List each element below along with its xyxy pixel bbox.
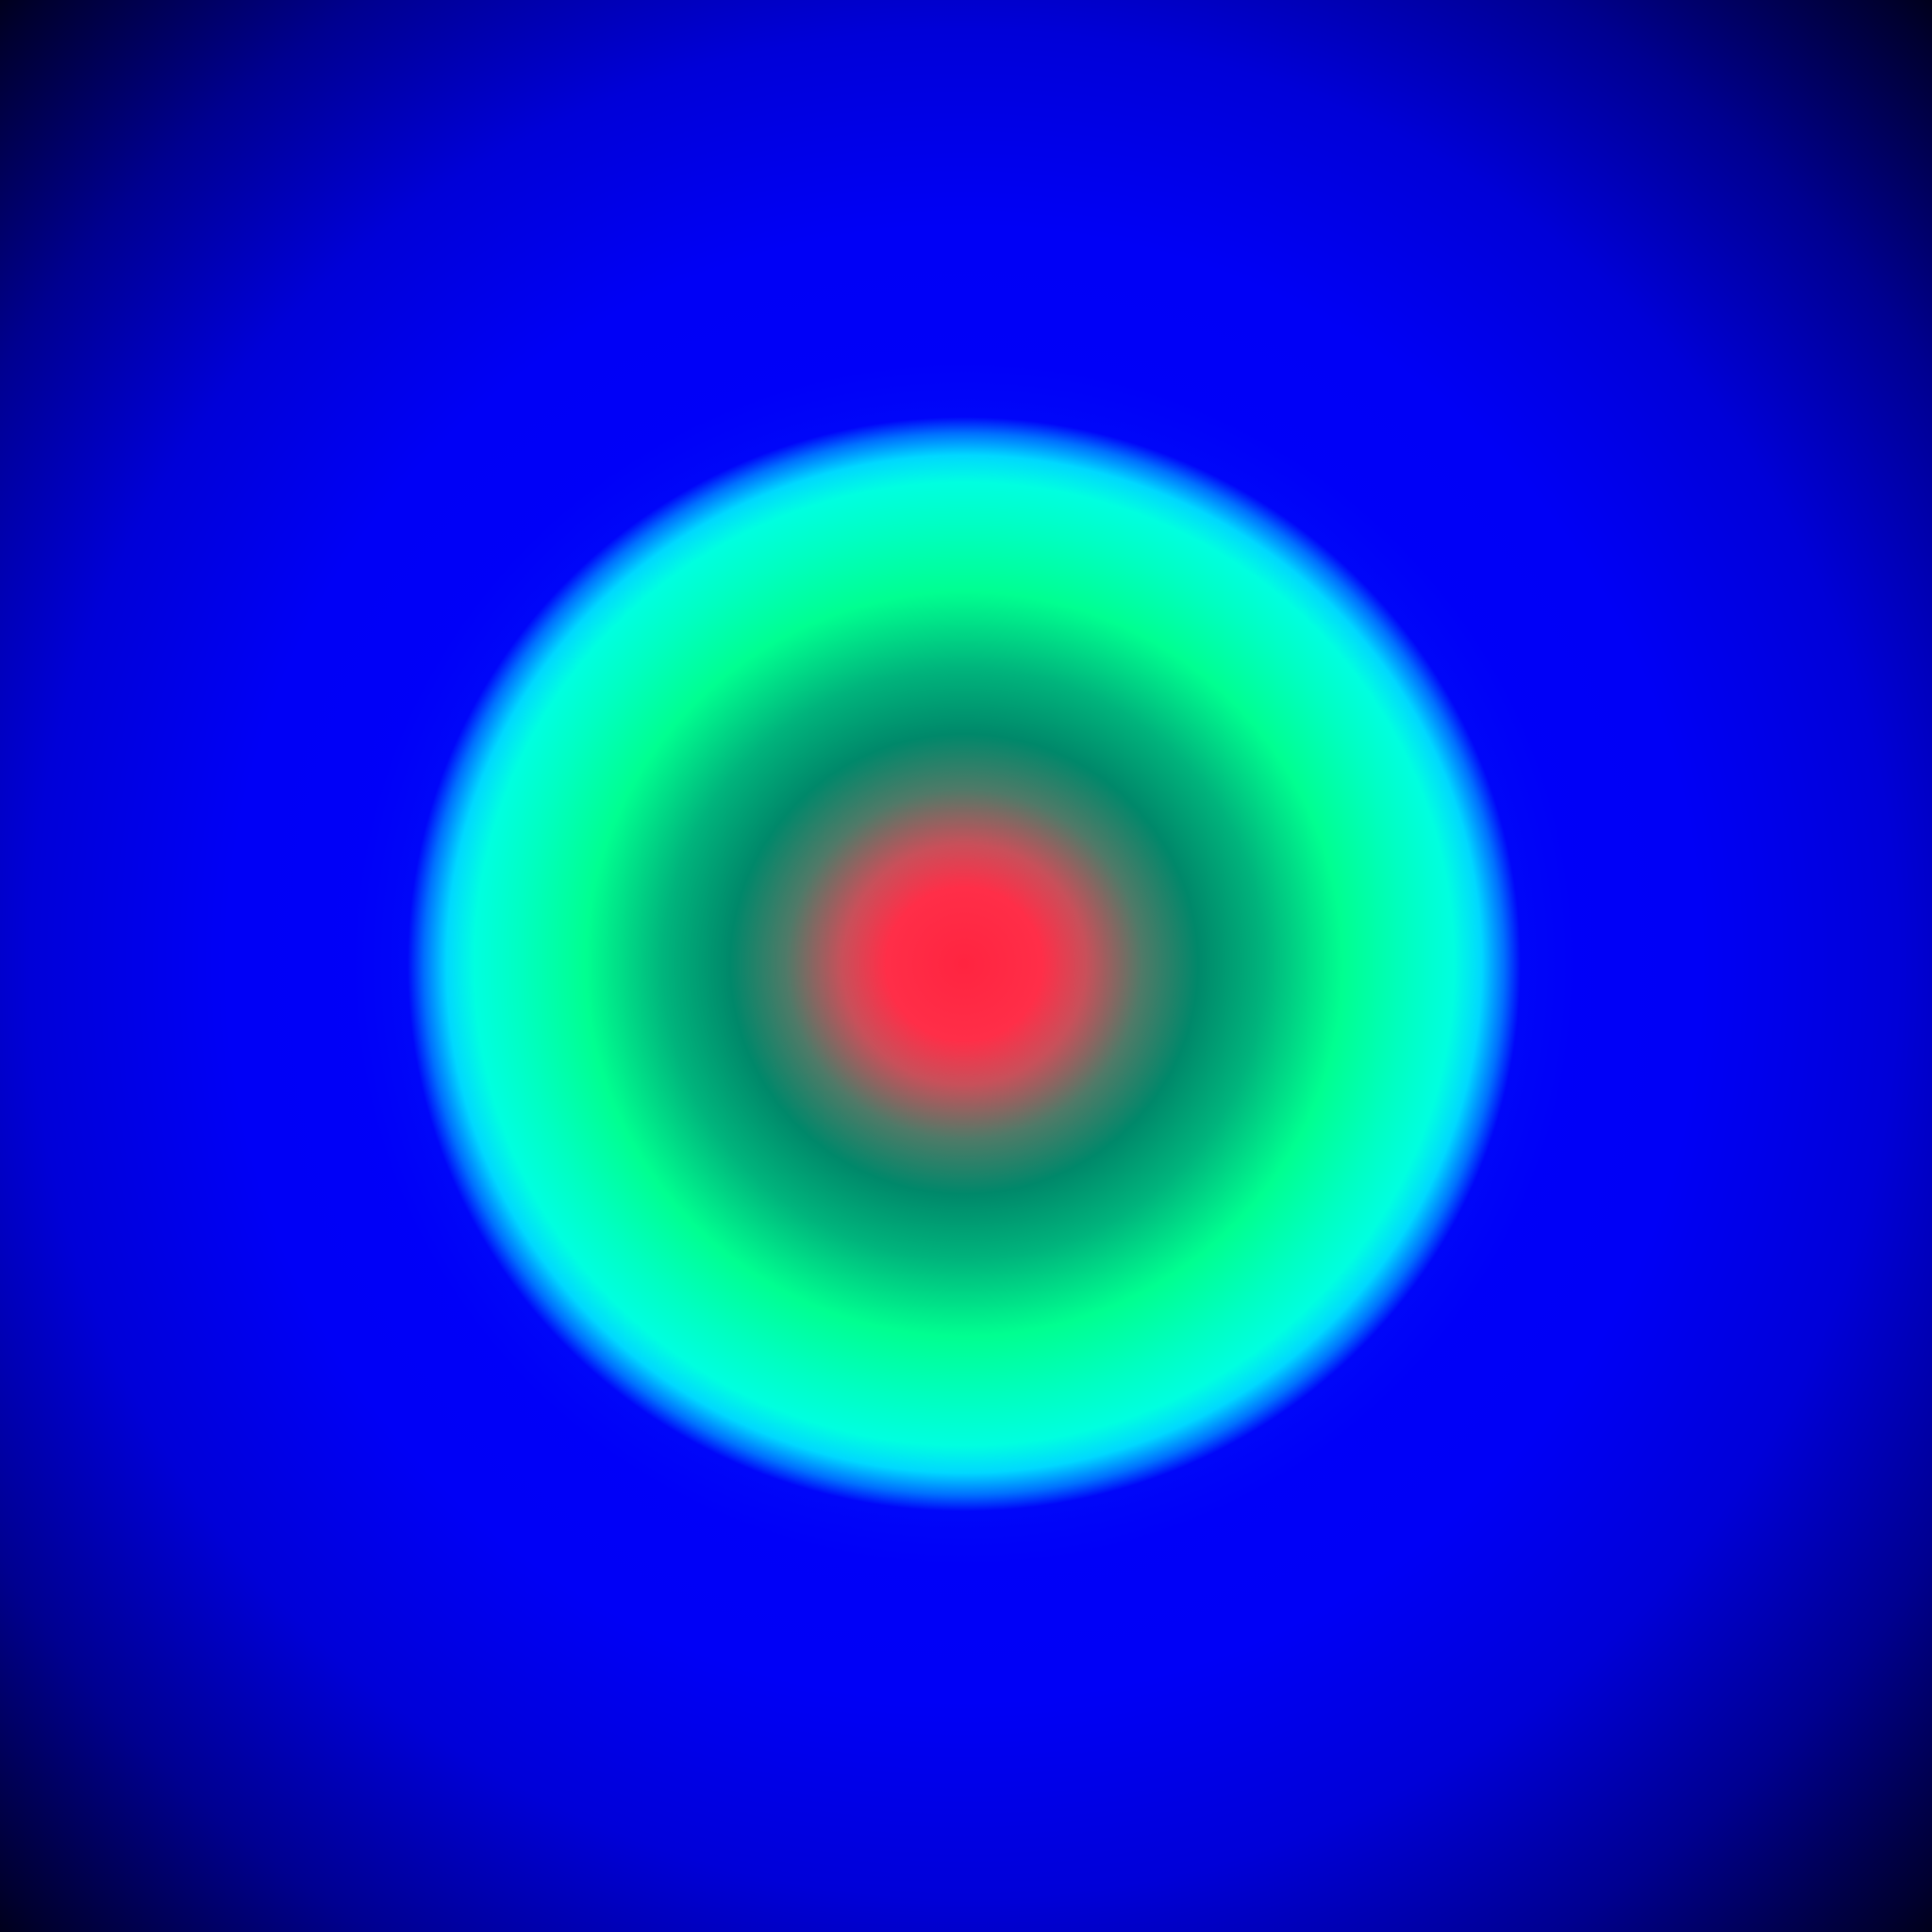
concentric-color-ring <box>0 0 1932 1932</box>
gradient-canvas <box>0 0 1932 1932</box>
